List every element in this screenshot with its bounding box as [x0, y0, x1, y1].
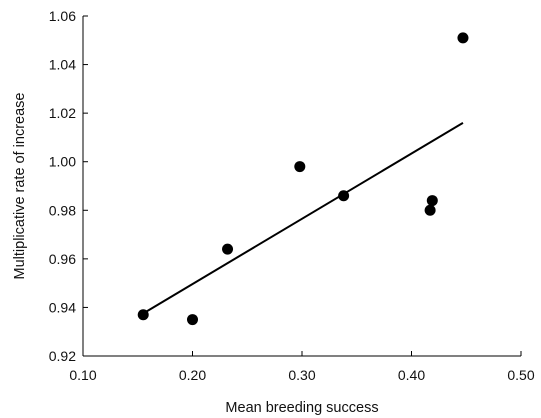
y-tick-label: 1.04: [49, 57, 76, 73]
y-tick-label: 1.06: [49, 8, 76, 24]
y-axis-title: Multiplicative rate of increase: [12, 93, 28, 280]
data-point: [137, 309, 149, 321]
trendline-group: [140, 121, 464, 316]
y-tick-label: 0.96: [49, 251, 76, 267]
x-tick-label: 0.30: [288, 367, 315, 383]
x-tick-label: 0.10: [69, 367, 96, 383]
data-point: [222, 243, 234, 255]
y-ticks: 0.92 0.94 0.96 0.98 1.00 1.02 1.04 1.06: [49, 8, 88, 364]
data-points: [137, 32, 469, 326]
x-tick-label: 0.20: [179, 367, 206, 383]
trendline: [140, 121, 464, 316]
x-tick-label: 0.50: [507, 367, 534, 383]
axes: [82, 16, 521, 357]
y-tick-label: 1.00: [49, 154, 76, 170]
data-point: [294, 161, 306, 173]
y-tick-label: 0.94: [49, 299, 76, 315]
data-point: [187, 314, 198, 326]
x-tick-label: 0.40: [398, 367, 425, 383]
y-tick-label: 0.98: [49, 202, 76, 218]
y-tick-label: 1.02: [49, 105, 76, 121]
y-tick-label: 0.92: [49, 348, 76, 364]
x-ticks: 0.10 0.20 0.30 0.40 0.50: [69, 351, 535, 383]
data-point: [426, 195, 438, 207]
data-point: [338, 190, 350, 202]
x-axis-title: Mean breeding success: [225, 400, 378, 416]
data-point: [457, 32, 469, 44]
data-point: [424, 204, 436, 216]
